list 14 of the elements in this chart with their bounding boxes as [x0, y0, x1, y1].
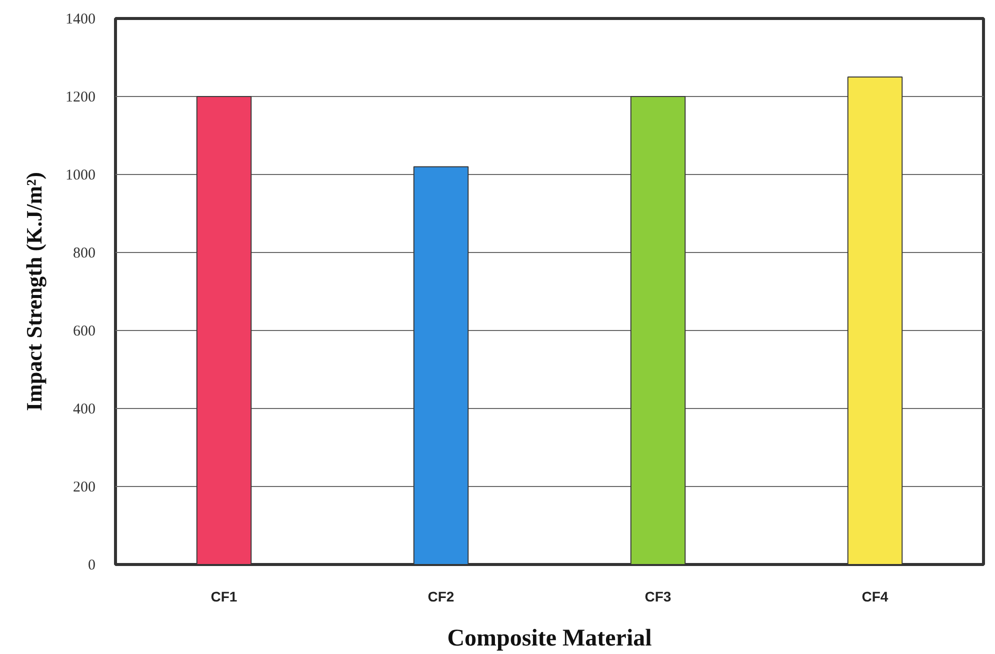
x-tick-label: CF3: [644, 588, 672, 604]
x-tick-label: CF1: [210, 588, 238, 604]
y-tick-label: 0: [88, 558, 96, 574]
y-axis-title: Impact Strength (K.J/m²): [22, 172, 46, 411]
y-tick-label: 600: [73, 324, 96, 340]
x-tick-label: CF2: [428, 588, 454, 604]
y-tick-label: 1200: [66, 90, 96, 106]
y-tick-label: 1000: [66, 168, 96, 184]
x-axis-title: Composite Material: [447, 626, 652, 652]
x-tick-label: CF4: [862, 588, 888, 604]
y-tick-label: 400: [73, 402, 96, 418]
y-tick-label: 200: [73, 480, 96, 496]
y-tick-label: 1400: [66, 12, 96, 28]
y-tick-label: 800: [73, 246, 96, 262]
